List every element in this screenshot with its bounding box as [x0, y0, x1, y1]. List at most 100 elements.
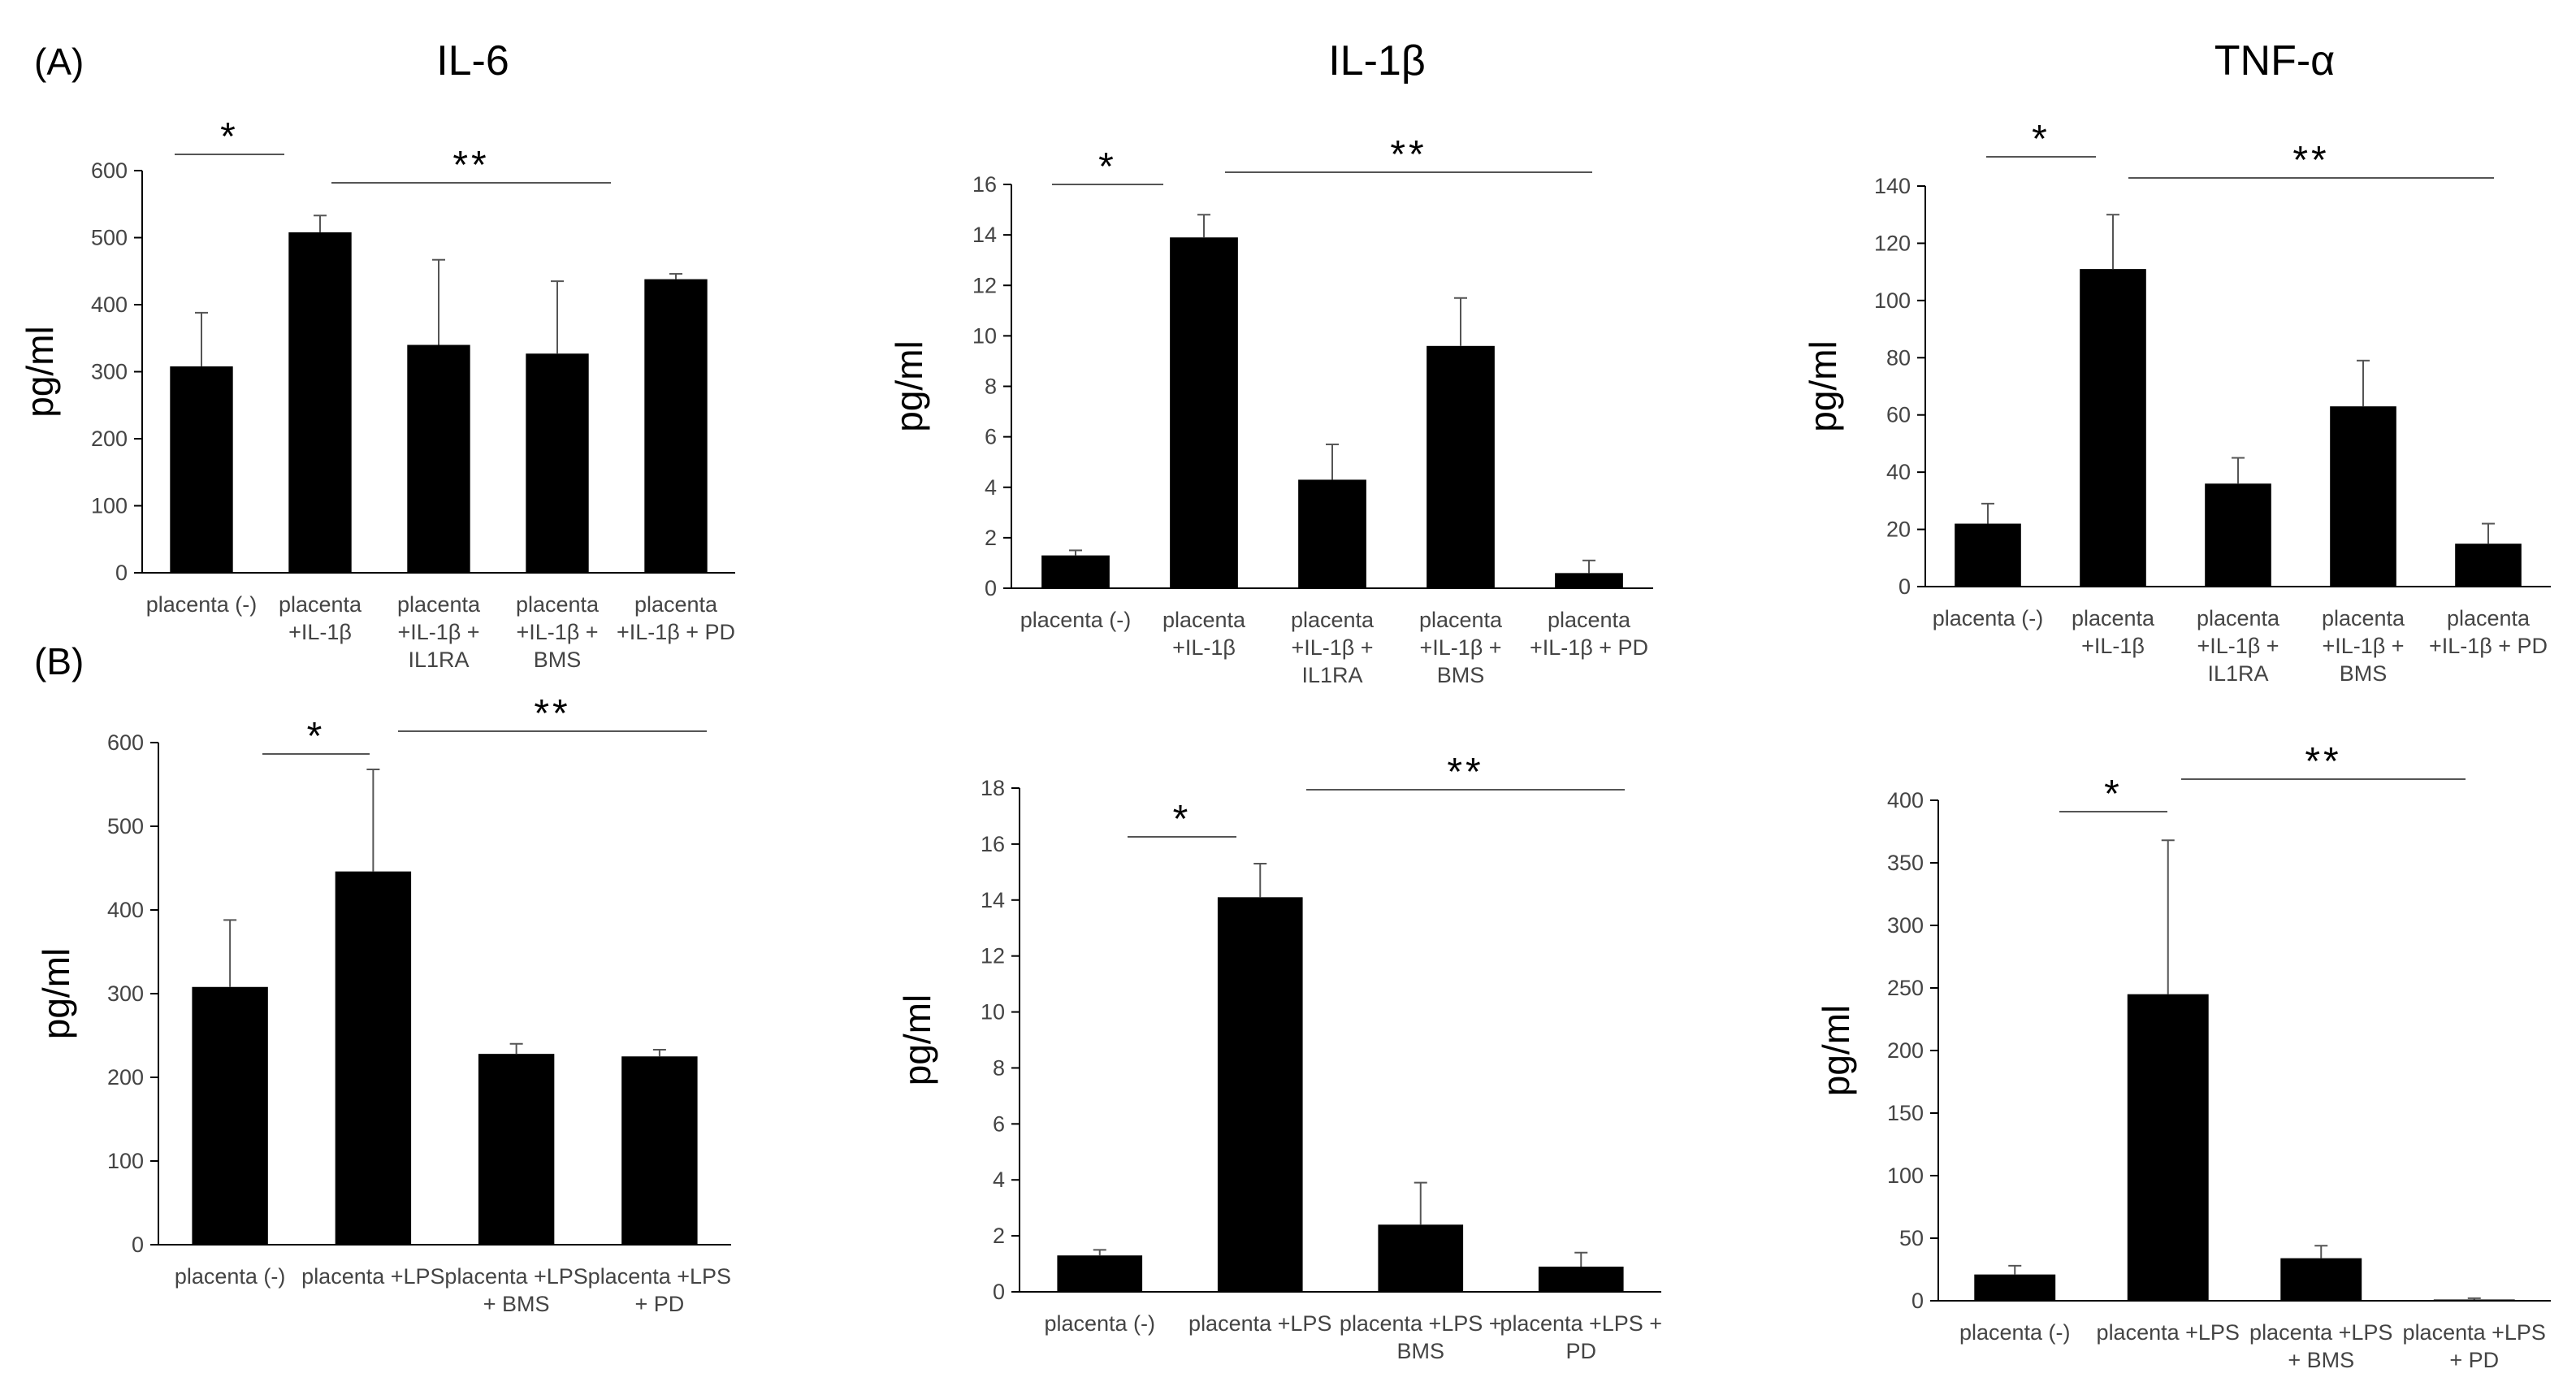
y-tick-label: 14 — [972, 223, 997, 247]
y-tick-label: 16 — [981, 832, 1005, 856]
category-label: placenta — [397, 592, 481, 617]
category-label: placenta — [634, 592, 718, 617]
significance-marker: ** — [534, 692, 570, 735]
category-label: +IL-1β + PD — [2429, 634, 2548, 658]
bar — [170, 366, 233, 573]
category-label: +IL-1β + — [1291, 635, 1373, 660]
y-tick-label: 400 — [1887, 788, 1924, 812]
category-label: placenta (-) — [175, 1264, 286, 1289]
y-tick-label: 200 — [107, 1065, 144, 1090]
panel-label-a: (A) — [34, 41, 84, 83]
y-tick-label: 4 — [985, 475, 997, 500]
bar — [1041, 555, 1110, 588]
bar — [526, 353, 589, 573]
bar — [2205, 483, 2271, 587]
significance-marker: ** — [452, 144, 489, 187]
y-tick-label: 400 — [91, 292, 128, 317]
y-tick-label: 18 — [981, 776, 1005, 800]
bar — [1427, 345, 1495, 588]
category-label: placenta +LPS — [1188, 1311, 1331, 1336]
significance-marker: * — [2032, 118, 2050, 161]
category-label: +IL-1β + — [2197, 634, 2279, 658]
y-tick-label: 50 — [1899, 1226, 1924, 1250]
chart-1: 0 100 200 300 400 500 600 pg/ml placenta (-) plac… — [19, 115, 735, 672]
category-label: placenta — [1162, 608, 1246, 632]
chart-2: 0 2 4 6 8 10 12 14 16 pg/ml placenta (-) placenta +I… — [888, 133, 1653, 687]
y-tick-label: 0 — [115, 561, 128, 585]
category-label: BMS — [2340, 661, 2388, 686]
y-tick-label: 600 — [91, 158, 128, 183]
y-tick-label: 4 — [993, 1168, 1005, 1192]
bar — [1298, 479, 1366, 588]
bar — [2080, 269, 2146, 587]
y-tick-label: 0 — [993, 1280, 1005, 1304]
category-label: placenta — [2447, 606, 2531, 630]
y-tick-label: 0 — [1911, 1289, 1924, 1313]
y-tick-label: 300 — [91, 360, 128, 384]
bar — [2330, 406, 2396, 587]
significance-marker: * — [1098, 145, 1117, 188]
y-tick-label: 120 — [1874, 231, 1911, 255]
y-tick-label: 500 — [107, 814, 144, 838]
bar — [288, 232, 352, 573]
category-label: IL1RA — [1301, 663, 1362, 687]
category-label: +IL-1β — [2081, 634, 2145, 658]
y-tick-label: 250 — [1887, 976, 1924, 1000]
category-label: + BMS — [483, 1292, 550, 1316]
y-tick-label: 2 — [993, 1224, 1005, 1248]
bar — [2127, 994, 2209, 1301]
y-tick-label: 150 — [1887, 1101, 1924, 1125]
category-label: IL1RA — [408, 648, 469, 672]
significance-marker: ** — [2305, 740, 2341, 783]
category-label: BMS — [534, 648, 582, 672]
category-label: + PD — [2449, 1348, 2499, 1372]
category-label: placenta +LPS — [2097, 1320, 2240, 1345]
bar — [1057, 1255, 1143, 1292]
y-tick-label: 16 — [972, 172, 997, 197]
y-tick-label: 6 — [993, 1111, 1005, 1136]
y-tick-label: 140 — [1874, 174, 1911, 198]
category-label: placenta +LPS — [301, 1264, 444, 1289]
y-tick-label: 60 — [1886, 403, 1911, 427]
category-label: +IL-1β + — [397, 620, 479, 644]
category-label: +IL-1β + PD — [1530, 635, 1648, 660]
y-tick-label: 8 — [993, 1055, 1005, 1080]
y-tick-label: 40 — [1886, 460, 1911, 484]
y-axis-label: pg/ml — [35, 948, 77, 1039]
y-tick-label: 0 — [132, 1233, 144, 1257]
category-label: placenta (-) — [1020, 608, 1132, 632]
category-label: placenta +LPS — [444, 1264, 587, 1289]
category-label: placenta — [516, 592, 600, 617]
y-tick-label: 100 — [1874, 288, 1911, 313]
y-tick-label: 500 — [91, 226, 128, 250]
y-tick-label: 12 — [981, 944, 1005, 968]
y-tick-label: 20 — [1886, 518, 1911, 542]
y-tick-label: 0 — [985, 576, 997, 600]
bar — [2455, 544, 2522, 587]
y-tick-label: 100 — [107, 1149, 144, 1173]
category-label: placenta — [2322, 606, 2405, 630]
category-label: +IL-1β + — [2322, 634, 2404, 658]
category-label: +IL-1β + — [516, 620, 598, 644]
category-label: placenta — [1548, 608, 1631, 632]
category-label: placenta — [1291, 608, 1375, 632]
y-tick-label: 100 — [91, 494, 128, 518]
bar — [192, 986, 268, 1245]
bar — [478, 1054, 555, 1245]
significance-marker: ** — [1447, 751, 1483, 794]
y-tick-label: 80 — [1886, 345, 1911, 370]
category-label: placenta +LPS — [2403, 1320, 2546, 1345]
y-tick-label: 10 — [981, 1000, 1005, 1025]
category-label: +IL-1β + PD — [617, 620, 735, 644]
bar — [2433, 1299, 2515, 1301]
category-label: BMS — [1437, 663, 1485, 687]
y-tick-label: 300 — [107, 981, 144, 1006]
y-tick-label: 200 — [1887, 1038, 1924, 1063]
category-label: placenta +LPS — [2249, 1320, 2392, 1345]
y-axis-label: pg/ml — [1815, 1005, 1857, 1096]
category-label: placenta (-) — [1933, 606, 2044, 630]
y-axis-label: pg/ml — [19, 326, 61, 417]
category-label: placenta (-) — [1959, 1320, 2071, 1345]
chart-4: 0 100 200 300 400 500 600 pg/ml placenta (-) plac… — [35, 692, 731, 1316]
